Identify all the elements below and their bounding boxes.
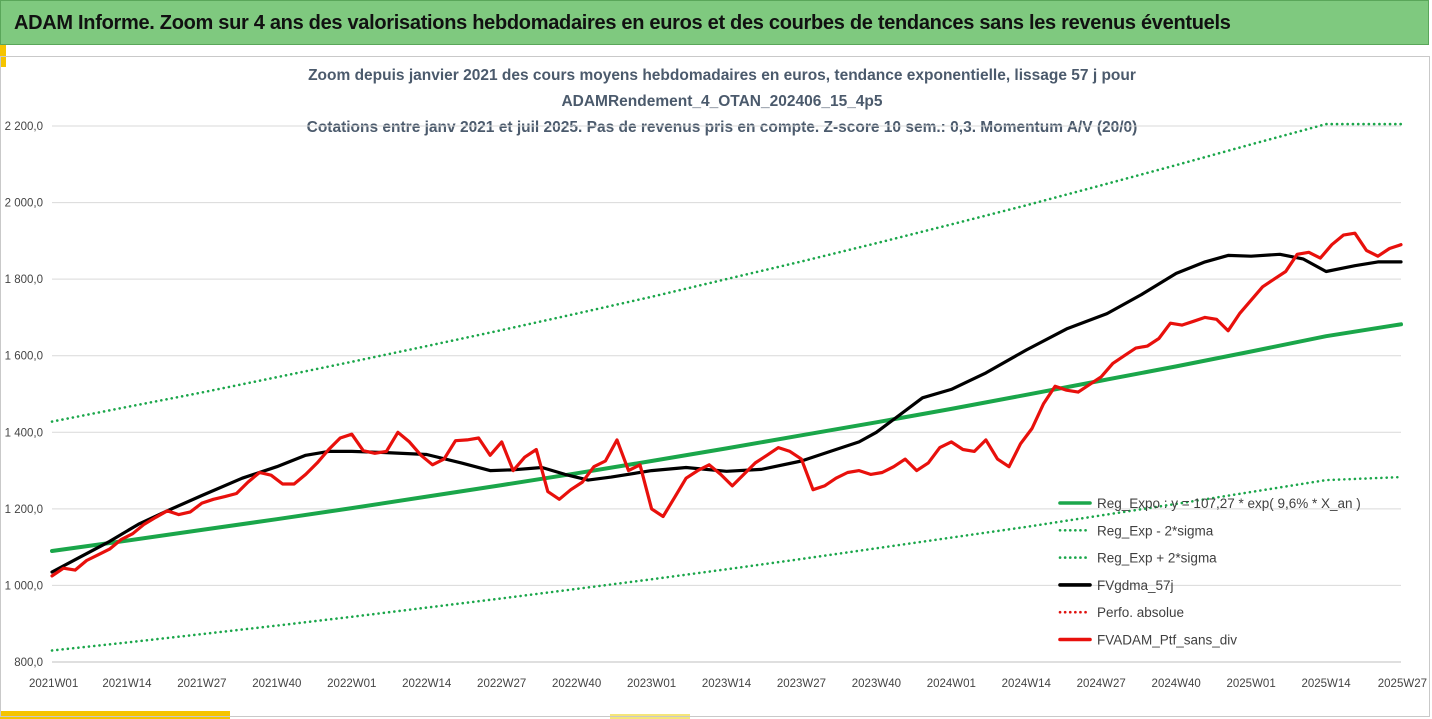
gridlines: [52, 125, 1401, 663]
y-tick-label: 1 400,0: [5, 427, 43, 439]
legend-label: FVADAM_Ptf_sans_div: [1097, 633, 1237, 648]
legend-label: Perfo. absolue: [1097, 605, 1184, 620]
legend: Reg_Expo : y = 107,27 * exp( 9,6% * X_an…: [1058, 496, 1361, 648]
y-tick-label: 2 200,0: [5, 121, 43, 133]
x-tick-label: 2025W27: [1378, 678, 1427, 690]
series-line-0: [50, 322, 1403, 553]
x-tick-label: 2025W14: [1301, 678, 1351, 690]
x-tick-label: 2023W27: [777, 678, 826, 690]
legend-label: Reg_Exp + 2*sigma: [1097, 551, 1217, 566]
chart-title-line-3: Cotations entre janv 2021 et juil 2025. …: [307, 119, 1138, 136]
series-line-5: [50, 231, 1403, 578]
legend-label: Reg_Expo : y = 107,27 * exp( 9,6% * X_an…: [1097, 496, 1361, 511]
y-axis-ticks: 800,0 1 000,0 1 200,0 1 400,0 1 600,0 1 800,0…: [5, 121, 43, 669]
x-tick-label: 2022W14: [402, 678, 452, 690]
x-tick-label: 2022W40: [552, 678, 601, 690]
y-tick-label: 1 200,0: [5, 504, 43, 516]
x-tick-label: 2021W01: [29, 678, 78, 690]
legend-label: FVgdma_57j: [1097, 578, 1174, 593]
y-tick-label: 1 600,0: [5, 351, 43, 363]
legend-label: Reg_Exp - 2*sigma: [1097, 523, 1214, 538]
y-tick-label: 2 000,0: [5, 198, 43, 210]
x-axis-ticks: 2021W01 2021W14 2021W27 2021W40 2022W01 2022W…: [29, 678, 1427, 690]
x-tick-label: 2025W01: [1226, 678, 1275, 690]
x-tick-label: 2023W14: [702, 678, 752, 690]
y-tick-label: 800,0: [14, 657, 43, 669]
y-tick-label: 1 800,0: [5, 274, 43, 286]
accent-bar-bottom: [0, 711, 230, 719]
x-tick-label: 2023W01: [627, 678, 676, 690]
series-line-3: [50, 252, 1403, 574]
x-tick-label: 2024W14: [1002, 678, 1052, 690]
report-banner: ADAM Informe. Zoom sur 4 ans des valoris…: [0, 0, 1429, 45]
x-tick-label: 2022W01: [327, 678, 376, 690]
series-line-1: [50, 475, 1403, 652]
x-tick-label: 2021W27: [177, 678, 226, 690]
x-tick-label: 2021W14: [102, 678, 152, 690]
x-tick-label: 2024W27: [1077, 678, 1126, 690]
chart-title-line-1: Zoom depuis janvier 2021 des cours moyen…: [308, 67, 1136, 84]
y-tick-label: 1 000,0: [5, 580, 43, 592]
chart-frame: [0, 56, 1430, 717]
report-title: ADAM Informe. Zoom sur 4 ans des valoris…: [14, 12, 1231, 34]
x-tick-label: 2024W40: [1152, 678, 1201, 690]
series-line-2: [50, 122, 1403, 423]
x-tick-label: 2021W40: [252, 678, 301, 690]
series-layer: [50, 122, 1403, 652]
chart-title-line-2: ADAMRendement_4_OTAN_202406_15_4p5: [561, 93, 882, 110]
x-tick-label: 2024W01: [927, 678, 976, 690]
chart-title: Zoom depuis janvier 2021 des cours moyen…: [307, 67, 1138, 136]
x-tick-label: 2022W27: [477, 678, 526, 690]
x-tick-label: 2023W40: [852, 678, 901, 690]
